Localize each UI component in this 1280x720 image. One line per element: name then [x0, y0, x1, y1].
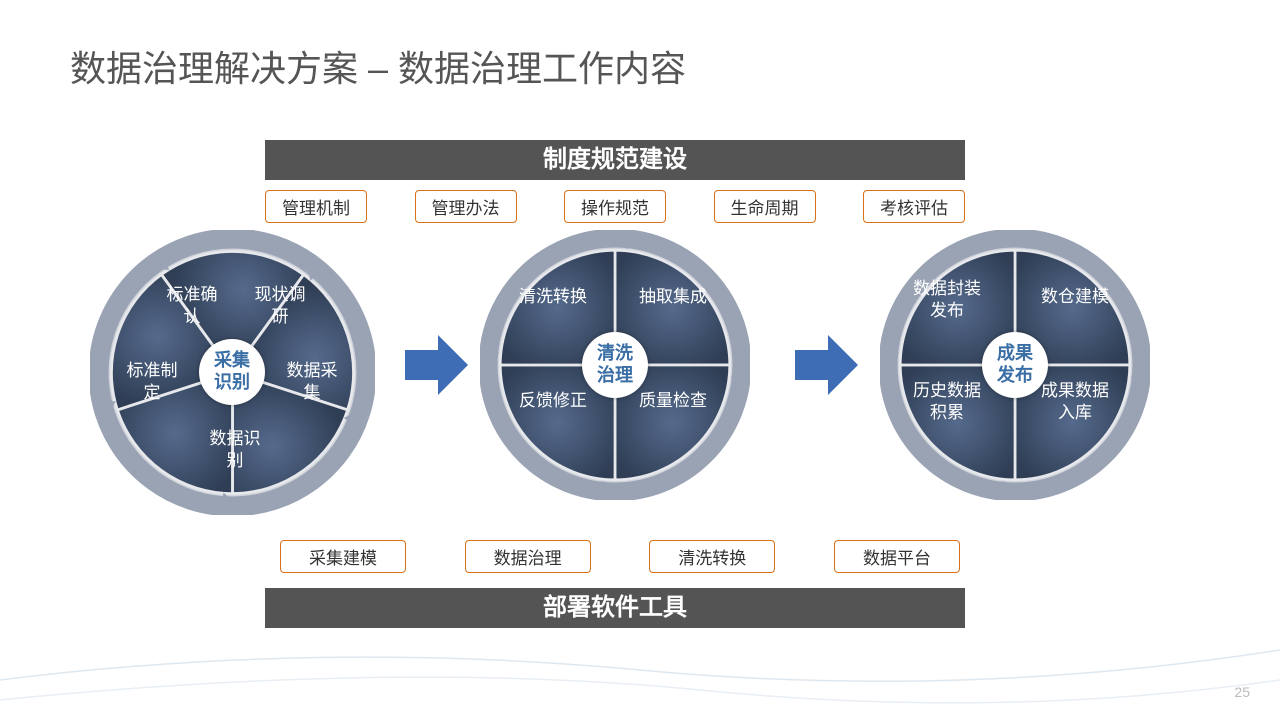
wheel-publish: 成果发布 数据封装发布 数仓建模 成果数据入库 历史数据积累 — [880, 230, 1150, 500]
page-number: 25 — [1234, 684, 1250, 700]
banner-bot: 部署软件工具 — [265, 588, 965, 628]
seg-label: 质量检查 — [628, 390, 718, 412]
seg-label: 数仓建模 — [1030, 286, 1120, 308]
tag: 管理机制 — [265, 190, 367, 223]
hub-2: 清洗治理 — [582, 332, 648, 398]
seg-label: 反馈修正 — [508, 390, 598, 412]
tag: 数据平台 — [834, 540, 960, 573]
seg-label: 抽取集成 — [628, 286, 718, 308]
seg-label: 数据采集 — [272, 360, 352, 404]
seg-label: 数据封装发布 — [902, 278, 992, 322]
wheel-clean: 清洗治理 清洗转换 抽取集成 质量检查 反馈修正 — [480, 230, 750, 500]
seg-label: 成果数据入库 — [1030, 380, 1120, 424]
tag: 考核评估 — [863, 190, 965, 223]
tag: 采集建模 — [280, 540, 406, 573]
seg-label: 数据识别 — [195, 428, 275, 472]
seg-label: 历史数据积累 — [902, 380, 992, 424]
banner-top: 制度规范建设 — [265, 140, 965, 180]
seg-label: 清洗转换 — [508, 286, 598, 308]
page-title: 数据治理解决方案 – 数据治理工作内容 — [70, 40, 686, 92]
tag: 生命周期 — [714, 190, 816, 223]
arrow-icon — [400, 330, 470, 400]
seg-label: 标准制定 — [112, 360, 192, 404]
tag-row-bot: 采集建模 数据治理 清洗转换 数据平台 — [280, 540, 960, 573]
tag: 清洗转换 — [649, 540, 775, 573]
tag: 操作规范 — [564, 190, 666, 223]
seg-label: 现状调研 — [240, 284, 320, 328]
arrow-icon — [790, 330, 860, 400]
hub-1: 采集识别 — [199, 339, 265, 405]
tag-row-top: 管理机制 管理办法 操作规范 生命周期 考核评估 — [265, 190, 965, 223]
tag: 数据治理 — [465, 540, 591, 573]
wheel-collect: 采集识别 标准确认 现状调研 数据采集 数据识别 标准制定 — [90, 230, 375, 515]
seg-label: 标准确认 — [152, 284, 232, 328]
tag: 管理办法 — [415, 190, 517, 223]
